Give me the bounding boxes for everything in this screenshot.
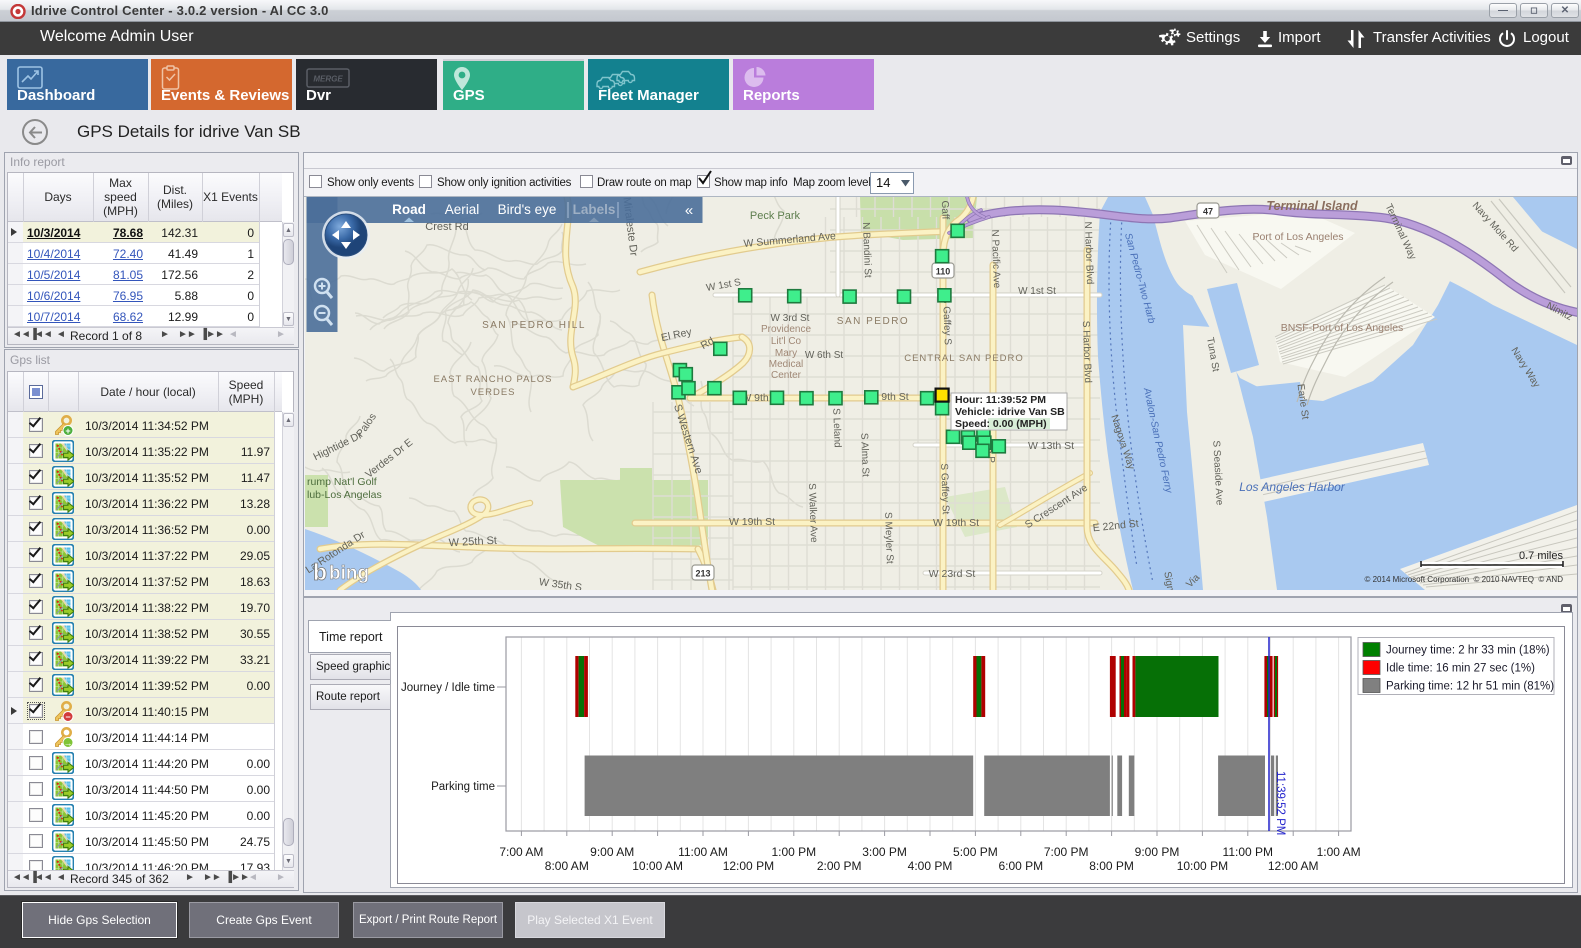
svg-text:S Gaffey S: S Gaffey S — [940, 297, 953, 346]
svg-text:Road: Road — [392, 202, 426, 217]
svg-text:Journey time: 2 hr 33 min (18%: Journey time: 2 hr 33 min (18%) — [1386, 645, 1550, 657]
svg-text:Mary: Mary — [775, 348, 797, 359]
svg-text:9:00 AM: 9:00 AM — [590, 845, 634, 859]
svg-text:W 25th St: W 25th St — [448, 535, 497, 550]
svg-text:N Harbor Blvd: N Harbor Blvd — [1082, 221, 1095, 284]
svg-text:W 9th S: W 9th S — [741, 392, 778, 404]
svg-text:N Pacific Ave: N Pacific Ave — [989, 229, 1002, 289]
svg-text:110: 110 — [936, 267, 951, 277]
svg-text:CENTRAL SAN PEDRO: CENTRAL SAN PEDRO — [904, 353, 1024, 364]
svg-text:Terminal Island: Terminal Island — [1266, 199, 1358, 213]
svg-text:Idle time: 16 min 27 sec (1%): Idle time: 16 min 27 sec (1%) — [1386, 663, 1535, 675]
svg-text:S Harbor Blvd: S Harbor Blvd — [1080, 321, 1093, 384]
svg-text:BNSF-Port of Los Angeles: BNSF-Port of Los Angeles — [1281, 322, 1404, 334]
svg-text:W 19th St: W 19th St — [729, 516, 775, 528]
svg-text:+: + — [65, 426, 70, 436]
svg-text:Sign: Sign — [1161, 571, 1175, 590]
svg-text:11:00 PM: 11:00 PM — [1223, 845, 1273, 859]
svg-text:S Gaffey St: S Gaffey St — [938, 463, 951, 515]
svg-text:3:00 PM: 3:00 PM — [862, 845, 907, 859]
svg-text:SAN PEDRO HILL: SAN PEDRO HILL — [482, 320, 586, 331]
svg-text:bing: bing — [329, 563, 369, 584]
svg-text:S Leland: S Leland — [830, 408, 842, 448]
svg-text:S Meyler St: S Meyler St — [882, 512, 895, 564]
svg-text:Rd: Rd — [699, 335, 717, 352]
svg-text:Vehicle: idrive Van SB: Vehicle: idrive Van SB — [955, 406, 1065, 418]
svg-text:4:00 PM: 4:00 PM — [908, 859, 953, 873]
svg-text:10:00 PM: 10:00 PM — [1177, 859, 1228, 873]
svg-text:8:00 PM: 8:00 PM — [1089, 859, 1134, 873]
svg-text:11:00 AM: 11:00 AM — [678, 845, 728, 859]
svg-text:12:00 AM: 12:00 AM — [1268, 859, 1319, 873]
svg-text:S Alma St: S Alma St — [858, 433, 871, 477]
svg-text:9th St: 9th St — [881, 391, 909, 403]
svg-text:Speed: 0.00 (MPH): Speed: 0.00 (MPH) — [955, 418, 1047, 430]
svg-text:5:00 PM: 5:00 PM — [953, 845, 998, 859]
svg-text:lub-Los Angelas: lub-Los Angelas — [307, 489, 382, 501]
svg-text:Port of Los Angeles: Port of Los Angeles — [1252, 231, 1343, 243]
svg-text:Journey / Idle time: Journey / Idle time — [401, 682, 495, 694]
svg-text:213: 213 — [695, 569, 710, 579]
svg-text:© 2014 Microsoft Corporation: © 2014 Microsoft Corporation © 2010 NAVT… — [1364, 575, 1563, 584]
svg-text:6:00 PM: 6:00 PM — [998, 859, 1043, 873]
svg-text:«: « — [685, 202, 693, 219]
svg-text:EAST RANCHO PALOS: EAST RANCHO PALOS — [433, 374, 552, 385]
svg-text:N Gaff: N Gaff — [939, 197, 951, 220]
svg-text:Labels: Labels — [573, 202, 616, 217]
svg-text:−: − — [65, 712, 70, 722]
svg-text:S P: S P — [985, 447, 997, 464]
svg-text:Hour: 11:39:52 PM: Hour: 11:39:52 PM — [955, 394, 1046, 406]
svg-text:1:00 PM: 1:00 PM — [771, 845, 816, 859]
svg-text:S Seaside Ave: S Seaside Ave — [1210, 440, 1224, 506]
svg-text:W 3rd St: W 3rd St — [771, 313, 810, 324]
svg-text:Los Angeles Harbor: Los Angeles Harbor — [1239, 480, 1346, 494]
svg-text:W 23rd St: W 23rd St — [929, 568, 976, 580]
svg-text:Bird's eye: Bird's eye — [498, 202, 557, 217]
svg-text:W 19th St: W 19th St — [933, 517, 979, 529]
svg-text:W 13th St: W 13th St — [1028, 440, 1074, 452]
svg-text:7:00 PM: 7:00 PM — [1044, 845, 1089, 859]
svg-text:SAN PEDRO: SAN PEDRO — [837, 316, 909, 327]
svg-text:Center: Center — [771, 370, 802, 381]
svg-text:2:00 PM: 2:00 PM — [817, 859, 862, 873]
svg-text:11:39:52 PM: 11:39:52 PM — [1274, 771, 1286, 835]
svg-text:b: b — [313, 559, 327, 585]
svg-text:N Bandini St: N Bandini St — [860, 222, 873, 278]
svg-text:→: → — [64, 738, 73, 748]
svg-text:rump Nat'l Golf: rump Nat'l Golf — [307, 476, 377, 488]
svg-text:Parking time: 12 hr 51 min (81: Parking time: 12 hr 51 min (81%) — [1386, 681, 1554, 693]
svg-text:MERGE: MERGE — [313, 75, 343, 84]
svg-text:S Walker Ave: S Walker Ave — [806, 483, 819, 543]
svg-text:Crest Rd: Crest Rd — [425, 221, 468, 233]
svg-text:10:00 AM: 10:00 AM — [632, 859, 683, 873]
svg-text:Parking time: Parking time — [431, 781, 495, 793]
svg-text:W 6th St: W 6th St — [805, 350, 844, 361]
svg-text:W 35th S: W 35th S — [538, 576, 582, 590]
svg-text:VERDES: VERDES — [470, 387, 515, 398]
svg-text:0.7 miles: 0.7 miles — [1519, 550, 1564, 562]
svg-text:47: 47 — [1203, 207, 1213, 217]
svg-text:12:00 PM: 12:00 PM — [723, 859, 774, 873]
svg-text:E 22nd St: E 22nd St — [1092, 518, 1139, 535]
svg-text:W 1st St: W 1st St — [1018, 286, 1056, 297]
svg-text:Peck Park: Peck Park — [750, 210, 801, 222]
svg-text:8:00 AM: 8:00 AM — [545, 859, 589, 873]
svg-text:7:00 AM: 7:00 AM — [499, 845, 543, 859]
svg-text:Aerial: Aerial — [445, 202, 480, 217]
svg-text:9:00 PM: 9:00 PM — [1135, 845, 1180, 859]
svg-text:1:00 AM: 1:00 AM — [1317, 845, 1361, 859]
svg-text:Earle St: Earle St — [1295, 383, 1311, 420]
svg-text:Medical: Medical — [769, 359, 803, 370]
svg-text:Providence: Providence — [761, 324, 811, 335]
svg-text:Lit'l Co: Lit'l Co — [771, 336, 802, 347]
